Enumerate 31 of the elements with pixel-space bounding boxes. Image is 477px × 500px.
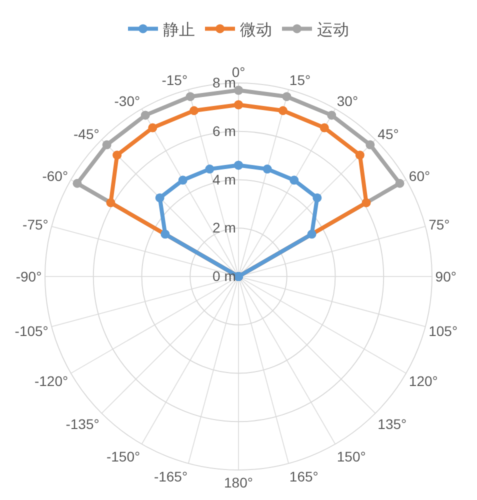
spoke-label: -15° [162, 72, 188, 88]
spoke-label: 135° [378, 416, 407, 432]
spoke-label: -75° [22, 216, 48, 233]
y-tick-label: 2 m [212, 220, 236, 236]
spoke-label: -150° [106, 448, 140, 465]
y-tick-label: 0 m [212, 268, 236, 284]
spoke-label: 75° [428, 216, 450, 233]
legend-label: 运动 [317, 20, 349, 39]
spoke-label: -45° [74, 126, 100, 142]
legend-label: 静止 [163, 20, 195, 39]
spoke-label: 30° [336, 93, 358, 110]
spoke-label: -165° [154, 468, 188, 484]
spoke-label: 15° [289, 72, 311, 88]
spoke-label: -90° [16, 268, 42, 284]
y-tick-label: 6 m [212, 122, 236, 139]
spoke-label: 90° [435, 268, 456, 284]
spoke-label: 60° [408, 168, 430, 184]
spoke-label: -60° [42, 168, 68, 184]
spoke-label: 105° [428, 322, 458, 339]
spoke-label: -30° [114, 93, 140, 110]
legend-label: 微动 [240, 22, 272, 39]
spoke-label: 0° [232, 64, 246, 80]
spoke-label: -120° [34, 373, 68, 390]
spoke-label: 150° [336, 448, 366, 465]
spoke-label: 120° [408, 373, 438, 390]
spoke-label: 180° [224, 474, 253, 490]
y-tick-label: 4 m [212, 171, 236, 188]
spoke-label: 165° [289, 468, 318, 484]
spoke-label: -135° [66, 416, 100, 432]
spoke-label: 45° [378, 126, 399, 142]
spoke-label: -105° [14, 322, 48, 339]
